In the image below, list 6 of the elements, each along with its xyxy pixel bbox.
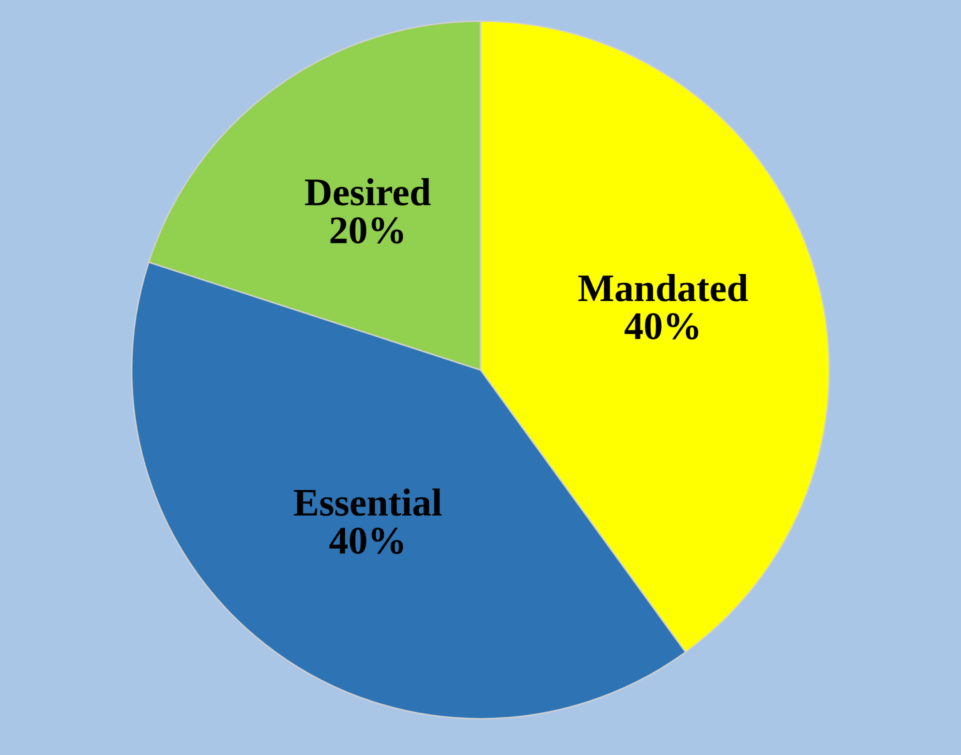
data-label: 20% (330, 217, 403, 244)
data-label: 40% (624, 313, 698, 340)
slice-label: Desired (305, 178, 431, 206)
data-label: 40% (329, 528, 403, 554)
slice-label: Mandated (578, 274, 748, 302)
slice-label: Essential (294, 488, 442, 516)
